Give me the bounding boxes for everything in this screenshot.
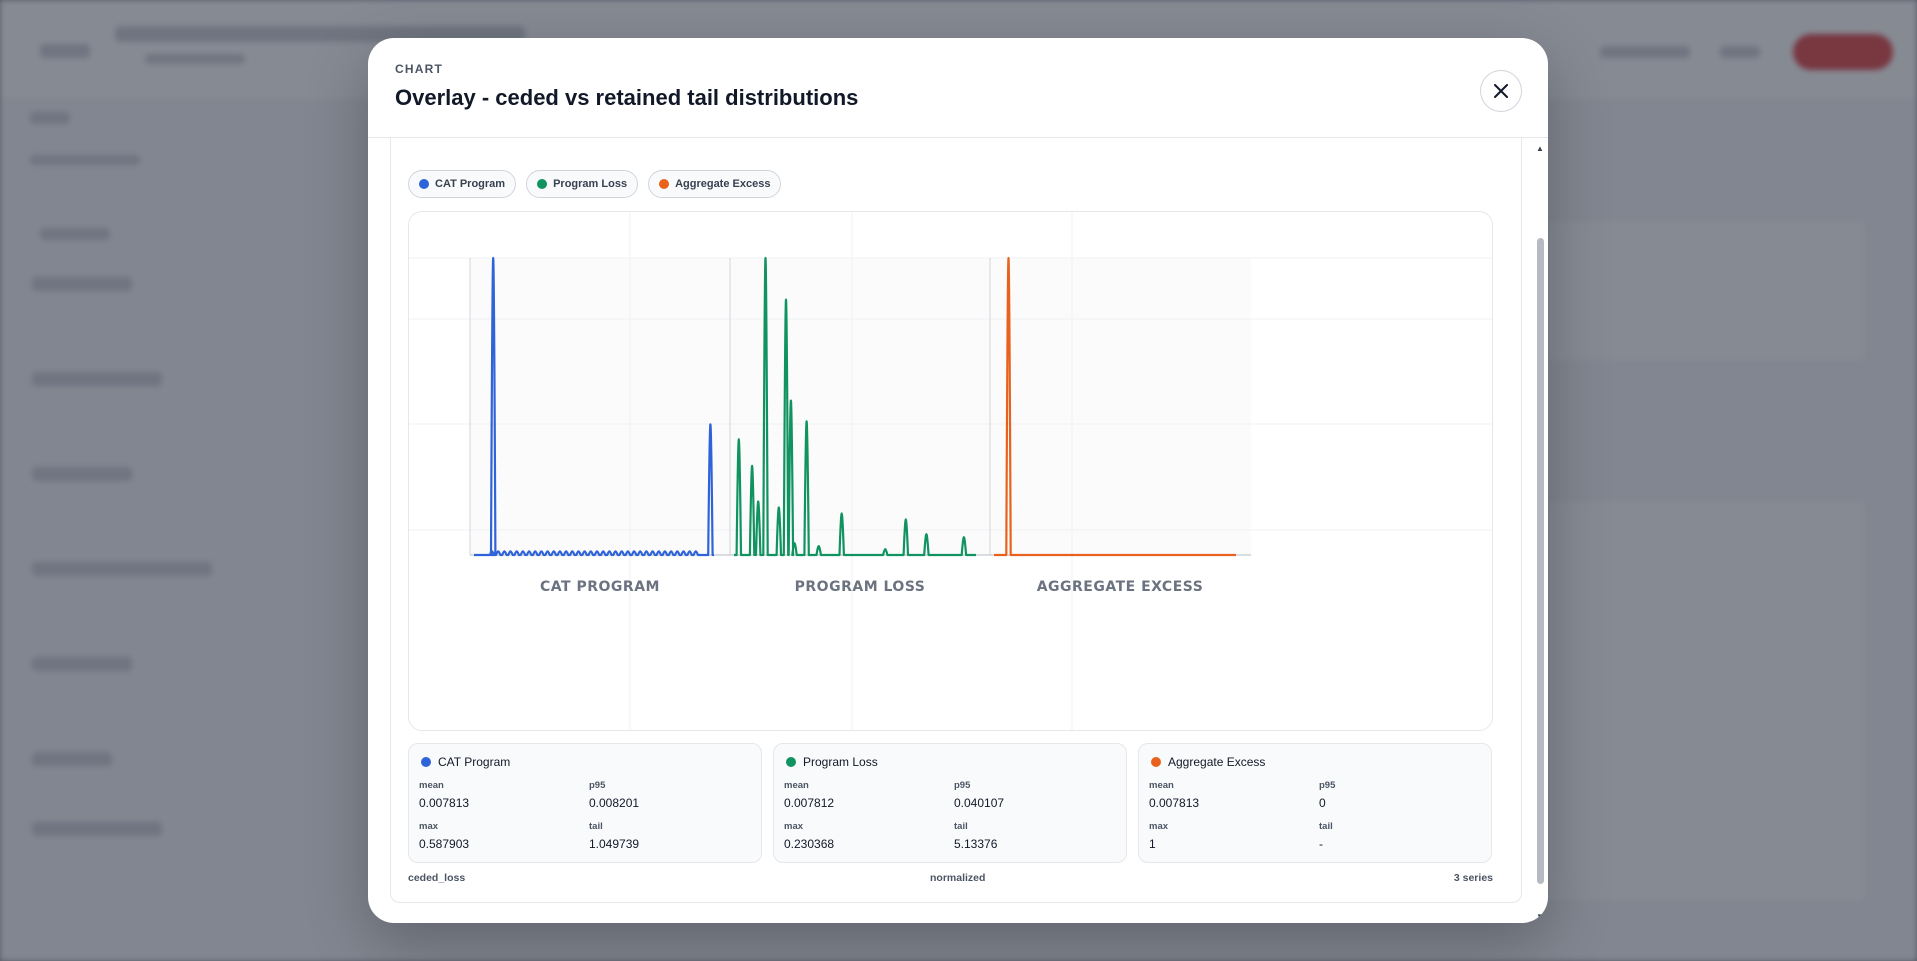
stat-card-title: CAT Program [421, 755, 510, 769]
stat-card-name: CAT Program [438, 755, 511, 769]
modal-body[interactable]: CAT Program Program Loss Aggregate Exces… [368, 138, 1548, 923]
stat-card-title: Program Loss [786, 755, 878, 769]
stat-mean-label: mean [419, 780, 444, 791]
modal-scrollbar[interactable]: ▲ ▼ [1534, 138, 1546, 923]
legend-swatch [537, 179, 548, 189]
footer-series-count: 3 series [1453, 872, 1493, 884]
stat-mean-label: mean [1149, 780, 1174, 791]
stats-row: CAT Program mean 0.007813 p95 0.008201 m… [408, 743, 1493, 863]
legend-item-cat-program[interactable]: CAT Program [408, 170, 517, 198]
stat-tail-value: - [1319, 837, 1323, 851]
modal-header: CHART Overlay - ceded vs retained tail d… [368, 38, 1548, 138]
stat-card-name: Aggregate Excess [1168, 755, 1266, 769]
stat-max-value: 1 [1149, 837, 1156, 851]
scroll-up-arrow-icon[interactable]: ▲ [1536, 144, 1544, 153]
legend-label: Program Loss [553, 178, 628, 190]
stat-p95-value: 0 [1319, 796, 1326, 810]
stat-card-swatch [1151, 757, 1161, 767]
legend-swatch [659, 179, 670, 189]
stat-max-value: 0.230368 [784, 837, 835, 851]
close-icon [1494, 84, 1508, 98]
stat-card-cat-program: CAT Program mean 0.007813 p95 0.008201 m… [408, 743, 762, 863]
stat-card-aggregate-excess: Aggregate Excess mean 0.007813 p95 0 max… [1138, 743, 1492, 863]
panel-label: AGGREGATE EXCESS [1037, 579, 1204, 595]
panel-label: PROGRAM LOSS [795, 579, 926, 595]
legend-label: CAT Program [435, 178, 506, 190]
stat-card-swatch [786, 757, 796, 767]
stat-mean-value: 0.007812 [784, 796, 835, 810]
plot-background [470, 258, 1251, 555]
stat-max-value: 0.587903 [419, 837, 470, 851]
stat-mean-value: 0.007813 [419, 796, 470, 810]
modal-kicker: CHART [395, 62, 443, 76]
stat-p95-label: p95 [954, 780, 971, 791]
stat-tail-value: 1.049739 [589, 837, 640, 851]
stat-max-label: max [784, 821, 804, 832]
stat-tail-label: tail [954, 821, 968, 832]
legend-item-program-loss[interactable]: Program Loss [526, 170, 639, 198]
stat-card-name: Program Loss [803, 755, 878, 769]
legend-swatch [419, 179, 429, 189]
stat-card-swatch [421, 757, 431, 767]
plot-area: CAT PROGRAM PROGRAM LOSS AGGREGATE EXCESS [408, 211, 1493, 731]
stat-p95-label: p95 [1319, 780, 1336, 791]
legend-label: Aggregate Excess [675, 178, 771, 190]
stat-tail-value: 5.13376 [954, 837, 998, 851]
stat-mean-label: mean [784, 780, 809, 791]
footer-scale: normalized [930, 872, 986, 884]
stat-p95-label: p95 [589, 780, 606, 791]
stat-p95-value: 0.040107 [954, 796, 1005, 810]
scroll-thumb[interactable] [1537, 238, 1544, 884]
stat-mean-value: 0.007813 [1149, 796, 1200, 810]
stat-tail-label: tail [1319, 821, 1333, 832]
chart-modal: CHART Overlay - ceded vs retained tail d… [368, 38, 1548, 923]
stat-max-label: max [419, 821, 439, 832]
modal-title: Overlay - ceded vs retained tail distrib… [395, 85, 859, 110]
stat-max-label: max [1149, 821, 1169, 832]
footer-metric: ceded_loss [408, 872, 466, 884]
panel-label: CAT PROGRAM [540, 579, 660, 595]
stat-card-program-loss: Program Loss mean 0.007812 p95 0.040107 … [773, 743, 1127, 863]
stat-p95-value: 0.008201 [589, 796, 640, 810]
legend: CAT Program Program Loss Aggregate Exces… [408, 170, 782, 198]
chart-svg: CAT PROGRAM PROGRAM LOSS AGGREGATE EXCESS [409, 212, 1492, 730]
series-line-cat-program [474, 256, 714, 557]
stat-card-title: Aggregate Excess [1151, 755, 1265, 769]
legend-item-aggregate-excess[interactable]: Aggregate Excess [648, 170, 782, 198]
scroll-down-arrow-icon[interactable]: ▼ [1536, 912, 1544, 921]
close-button[interactable] [1480, 70, 1522, 112]
stat-tail-label: tail [589, 821, 603, 832]
